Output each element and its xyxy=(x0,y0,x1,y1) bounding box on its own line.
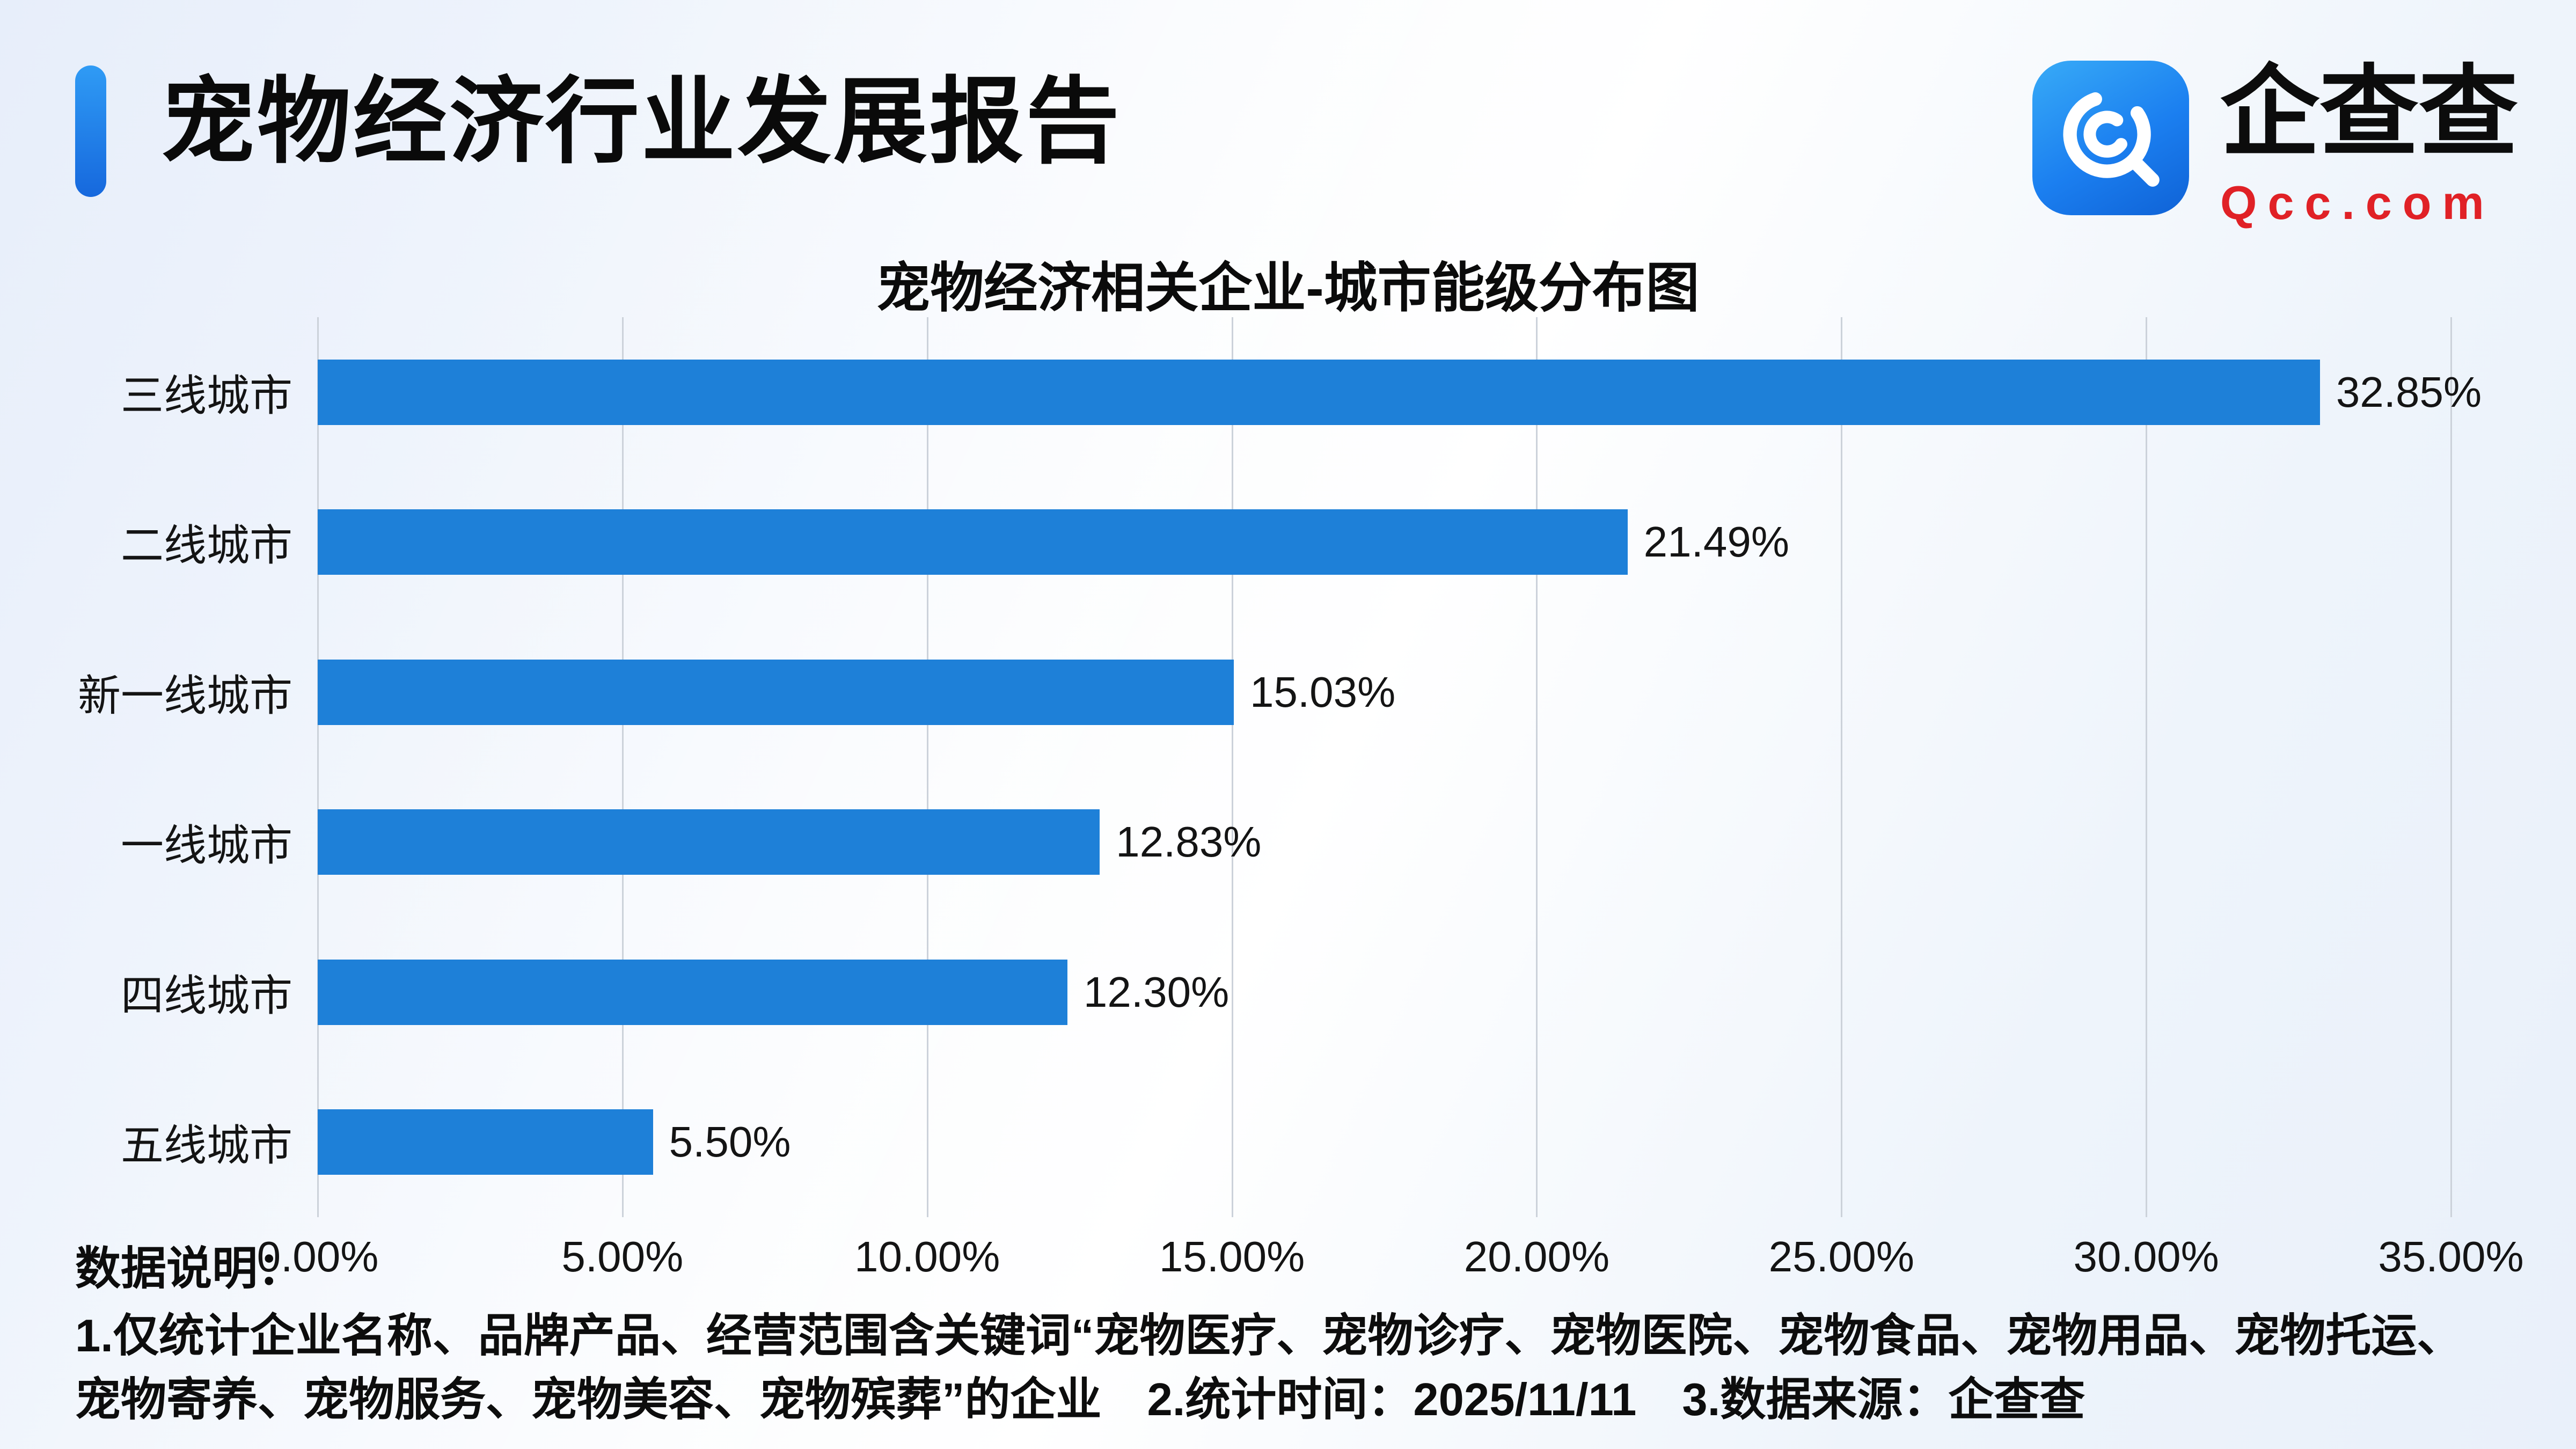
x-tick-label: 5.00% xyxy=(561,1233,684,1280)
value-label: 32.85% xyxy=(2336,368,2482,416)
qcc-spiral-magnifier-icon xyxy=(2032,61,2189,215)
bar xyxy=(318,509,1628,575)
qcc-domain: Qcc.com xyxy=(2220,176,2495,230)
value-label: 12.30% xyxy=(1083,968,1230,1016)
category-label: 三线城市 xyxy=(121,371,292,420)
value-label: 21.49% xyxy=(1643,518,1789,566)
category-label: 新一线城市 xyxy=(78,671,292,720)
gridlines xyxy=(317,317,2452,1217)
qcc-brand-name: 企查查 xyxy=(2220,57,2518,168)
page-title: 宠物经济行业发展报告 xyxy=(161,70,1122,174)
category-label: 四线城市 xyxy=(121,971,292,1020)
qcc-logo-text: 企查查 Qcc.com xyxy=(2220,61,2518,230)
x-tick-label: 30.00% xyxy=(2073,1233,2219,1280)
bar xyxy=(318,659,1234,725)
bar-row: 四线城市 12.30% xyxy=(121,917,2451,1067)
value-label: 12.83% xyxy=(1116,818,1262,866)
gridline xyxy=(926,317,928,1217)
bar xyxy=(318,809,1100,875)
x-tick-label: 20.00% xyxy=(1463,1233,1610,1280)
gridline xyxy=(621,317,624,1217)
gridline xyxy=(1231,317,1233,1217)
bar xyxy=(318,959,1067,1025)
x-tick-label: 35.00% xyxy=(2378,1233,2524,1280)
bar xyxy=(318,1109,653,1175)
bar-row: 五线城市 5.50% xyxy=(121,1067,2451,1218)
category-label: 一线城市 xyxy=(121,822,292,870)
value-label: 5.50% xyxy=(669,1118,791,1166)
category-label: 二线城市 xyxy=(121,522,292,570)
bar-row: 二线城市 21.49% xyxy=(121,467,2451,618)
bar-row: 一线城市 12.83% xyxy=(121,767,2451,918)
x-tick-label: 25.00% xyxy=(1768,1233,1914,1280)
gridline xyxy=(1536,317,1538,1217)
gridline xyxy=(2450,317,2452,1217)
title-accent-bar xyxy=(75,65,106,197)
bar xyxy=(318,359,2320,425)
footnotes: 1.仅统计企业名称、品牌产品、经营范围含关键词“宠物医疗、宠物诊疗、宠物医院、宠… xyxy=(75,1311,2463,1425)
bar-row: 新一线城市 15.03% xyxy=(78,617,2451,767)
bar-row: 三线城市 32.85% xyxy=(121,317,2482,467)
chart-title: 宠物经济相关企业-城市能级分布图 xyxy=(876,258,1700,318)
bar-rows: 三线城市 32.85% 二线城市 21.49% 新一线城市 15.03% 一线城市 12.83… xyxy=(78,317,2482,1218)
bar-chart: 三线城市 32.85% 二线城市 21.49% 新一线城市 15.03% 一线城市 12.83… xyxy=(78,317,2524,1280)
x-tick-label: 15.00% xyxy=(1159,1233,1305,1280)
category-label: 五线城市 xyxy=(121,1122,292,1170)
gridline xyxy=(1841,317,1843,1217)
x-axis: 0.00% 5.00% 10.00% 15.00% 20.00% 25.00% 30.00%… xyxy=(257,1232,2524,1297)
x-tick-label: 0.00% xyxy=(257,1233,379,1280)
qcc-logo: 企查查 Qcc.com xyxy=(2032,61,2518,230)
x-tick-label: 10.00% xyxy=(854,1233,1000,1280)
gridline xyxy=(317,317,319,1217)
value-label: 15.03% xyxy=(1249,668,1396,716)
gridline xyxy=(2146,317,2148,1217)
footnote-label: 数据说明： xyxy=(75,1243,304,1294)
